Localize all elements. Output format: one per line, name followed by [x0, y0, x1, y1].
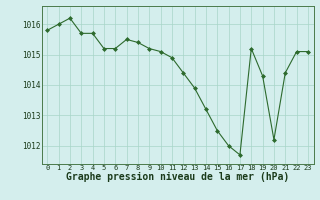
- X-axis label: Graphe pression niveau de la mer (hPa): Graphe pression niveau de la mer (hPa): [66, 172, 289, 182]
